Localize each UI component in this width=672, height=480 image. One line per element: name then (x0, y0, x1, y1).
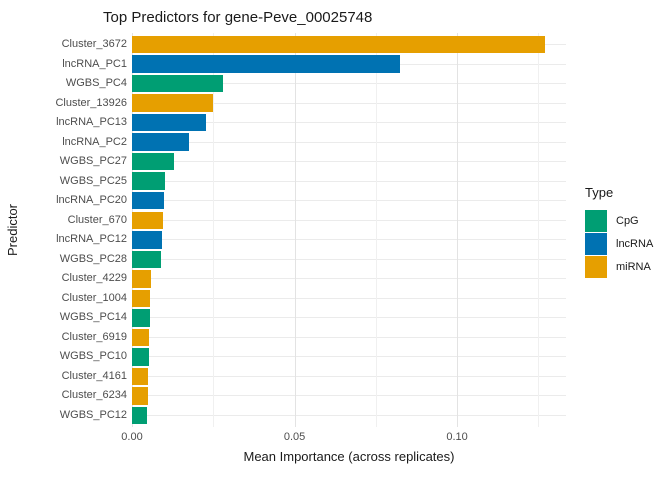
bar-WGBS_PC25 (132, 172, 166, 190)
gridline-major (457, 33, 459, 427)
gridline-horizontal (132, 278, 566, 280)
legend-item-label: miRNA (616, 261, 651, 273)
bar-WGBS_PC28 (132, 250, 161, 268)
y-tick-label: WGBS_PC28 (59, 252, 127, 265)
gridline-horizontal (132, 375, 566, 377)
bar-Cluster_4161 (132, 367, 148, 386)
y-tick-label: lncRNA_PC12 (56, 233, 127, 246)
gridline-horizontal (132, 258, 566, 260)
y-tick-label: Cluster_13926 (55, 96, 127, 109)
x-axis-title: Mean Importance (across replicates) (243, 449, 455, 464)
bar-WGBS_PC14 (132, 309, 150, 327)
y-axis: Cluster_3672 lncRNA_PC1 WGBS_PC4 Cluster_13… (0, 33, 127, 427)
gridline-horizontal (132, 395, 566, 397)
legend-item: miRNA (585, 256, 653, 278)
gridline-horizontal (132, 161, 566, 163)
y-tick-label: WGBS_PC10 (59, 350, 127, 363)
gridline-horizontal (132, 414, 566, 416)
legend-items: CpG lncRNA miRNA (585, 210, 653, 278)
y-tick-label: Cluster_4161 (61, 369, 127, 382)
gridline-horizontal (132, 180, 566, 182)
chart-title: Top Predictors for gene-Peve_00025748 (103, 9, 373, 26)
bar-WGBS_PC10 (132, 348, 150, 366)
legend-swatch (585, 210, 607, 232)
gridline-major (132, 33, 133, 427)
bar-WGBS_PC27 (132, 152, 174, 171)
legend: Type CpG lncRNA miRNA (585, 185, 653, 279)
y-tick-label: WGBS_PC25 (59, 174, 127, 187)
y-tick-label: lncRNA_PC1 (62, 57, 127, 70)
legend-title: Type (585, 185, 614, 200)
y-tick-label: Cluster_3672 (61, 38, 127, 51)
bar-Cluster_6919 (132, 328, 150, 347)
legend-swatch (585, 233, 607, 255)
gridline-horizontal (132, 317, 566, 319)
gridline-minor (375, 33, 377, 427)
bar-WGBS_PC12 (132, 406, 148, 425)
gridline-horizontal (132, 297, 566, 299)
legend-item-label: CpG (616, 215, 639, 227)
x-tick-label: 0.05 (283, 431, 306, 443)
bar-lncRNA_PC12 (132, 231, 162, 249)
y-tick-label: Cluster_6234 (61, 389, 127, 402)
y-tick-label: lncRNA_PC13 (56, 116, 127, 129)
bar-lncRNA_PC13 (132, 113, 207, 132)
y-tick-label: WGBS_PC4 (65, 77, 127, 90)
gridline-major (294, 33, 296, 427)
y-tick-label: WGBS_PC27 (59, 155, 127, 168)
bar-lncRNA_PC1 (132, 55, 401, 73)
bar-lncRNA_PC20 (132, 191, 165, 210)
y-tick-label: Cluster_6919 (61, 330, 127, 343)
gridline-horizontal (132, 122, 566, 124)
legend-item: lncRNA (585, 233, 653, 255)
bar-Cluster_6234 (132, 387, 148, 405)
y-tick-label: lncRNA_PC20 (56, 194, 127, 207)
plot-panel (132, 33, 566, 427)
x-tick-label: 0.10 (446, 431, 468, 443)
gridline-minor (213, 33, 215, 427)
gridline-horizontal (132, 141, 566, 143)
gridline-horizontal (132, 356, 566, 358)
legend-swatch (585, 256, 607, 278)
bar-Cluster_4229 (132, 270, 152, 288)
bar-Cluster_670 (132, 211, 164, 229)
legend-item-label: lncRNA (616, 238, 654, 250)
gridline-horizontal (132, 239, 566, 241)
gridline-horizontal (132, 102, 566, 104)
bar-WGBS_PC4 (132, 74, 223, 93)
y-tick-label: WGBS_PC12 (59, 408, 127, 421)
y-tick-label: WGBS_PC14 (59, 311, 127, 324)
bar-Cluster_13926 (132, 94, 214, 112)
gridline-horizontal (132, 200, 566, 202)
bar-lncRNA_PC2 (132, 133, 189, 151)
bar-Cluster_1004 (132, 289, 150, 308)
legend-item: CpG (585, 210, 653, 232)
gridline-minor (538, 33, 540, 427)
y-tick-label: Cluster_670 (67, 213, 127, 226)
x-tick-label: 0.00 (121, 431, 143, 443)
gridline-horizontal (132, 336, 566, 338)
gridline-horizontal (132, 83, 566, 85)
gridline-horizontal (132, 219, 566, 221)
y-tick-label: Cluster_4229 (61, 272, 127, 285)
y-tick-label: lncRNA_PC2 (62, 135, 127, 148)
bar-Cluster_3672 (132, 35, 546, 54)
y-tick-label: Cluster_1004 (61, 291, 127, 304)
